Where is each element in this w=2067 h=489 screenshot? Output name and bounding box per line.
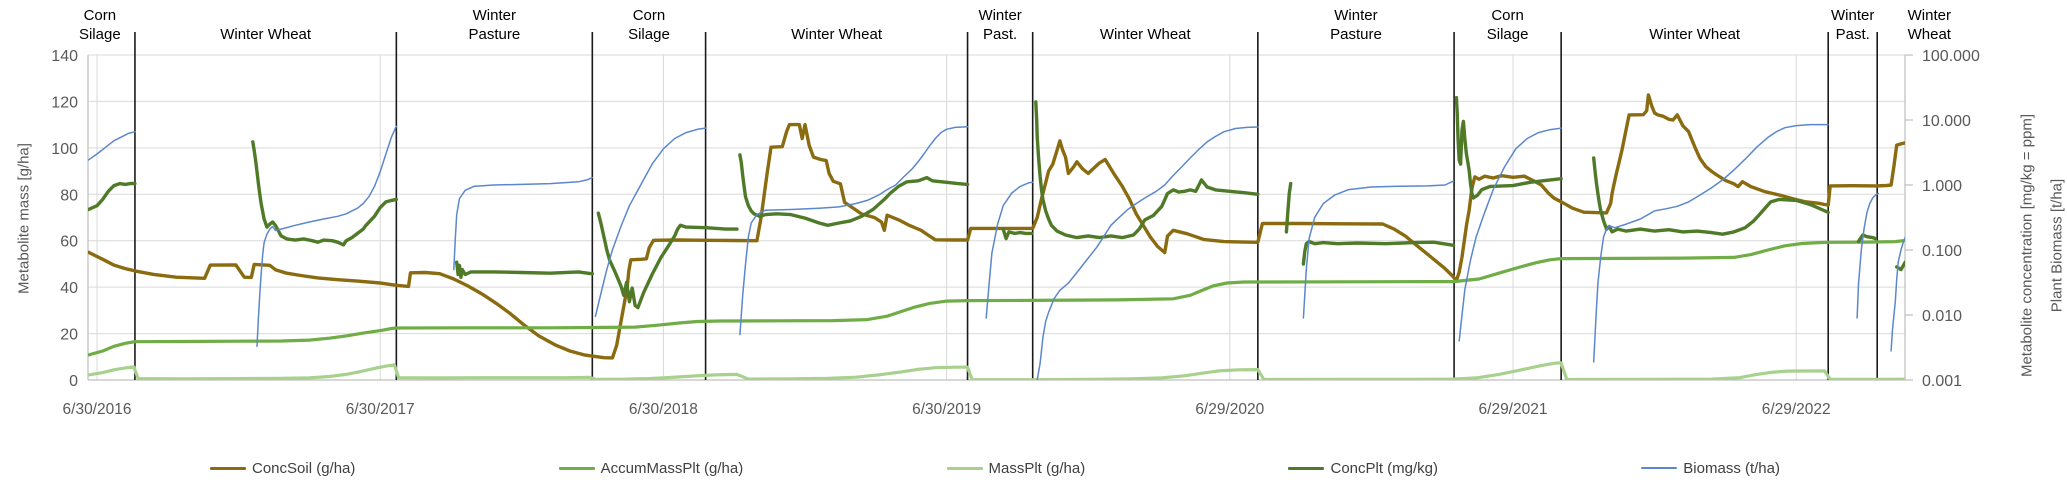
series-line-concplt — [1001, 227, 1034, 241]
series-line-biomass — [739, 125, 969, 336]
x-tick-label: 6/29/2020 — [1195, 401, 1264, 418]
series-line-concplt — [1301, 239, 1456, 266]
legend-item-concplt: ConcPlt (mg/kg) — [1288, 460, 1438, 477]
left-tick-label: 80 — [60, 187, 78, 204]
legend-label: MassPlt (g/ha) — [988, 459, 1086, 477]
series-line-concplt — [251, 140, 398, 247]
series-line-biomass — [985, 181, 1034, 319]
legend-label: ConcSoil (g/ha) — [252, 459, 356, 477]
concplt-line-swatch — [1288, 466, 1325, 470]
left-tick-label: 120 — [51, 94, 78, 111]
series-line-biomass — [1890, 236, 1905, 352]
series-line-accummassplt — [88, 238, 1905, 357]
series-line-massplt — [88, 361, 1905, 380]
series-line-biomass — [453, 176, 594, 271]
right-tick-label: 0.010 — [1922, 308, 1962, 325]
concsoil-line-swatch — [210, 466, 246, 470]
biomass-line-swatch — [1641, 467, 1678, 469]
series-line-biomass — [1458, 127, 1562, 342]
legend-item-accummassplt: AccumMassPlt (g/ha) — [558, 459, 744, 477]
series-line-concplt — [1591, 156, 1830, 236]
left-tick-label: 140 — [51, 48, 78, 65]
legend-label: Biomass (t/ha) — [1683, 459, 1780, 477]
series-line-concplt — [1856, 233, 1878, 244]
legend-label: AccumMassPlt (g/ha) — [600, 459, 744, 477]
series-line-biomass — [1856, 192, 1880, 319]
x-tick-label: 6/29/2021 — [1479, 401, 1548, 418]
series-line-concplt — [738, 153, 970, 228]
series-line-concplt — [596, 211, 739, 310]
series-line-concsoil — [88, 93, 1905, 360]
x-tick-label: 6/30/2018 — [629, 401, 698, 418]
right-tick-label: 0.100 — [1922, 243, 1962, 260]
accummassplt-line-swatch — [558, 466, 595, 470]
series-line-concplt — [1284, 181, 1293, 234]
massplt-line-swatch — [946, 466, 983, 470]
left-tick-label: 100 — [51, 141, 78, 158]
legend-item-massplt: MassPlt (g/ha) — [946, 459, 1086, 477]
right-tick-label: 10.000 — [1922, 113, 1971, 130]
series-line-biomass — [1592, 123, 1829, 363]
series-line-biomass — [594, 127, 707, 318]
x-tick-label: 6/30/2019 — [912, 401, 981, 418]
series-line-concplt — [1034, 100, 1260, 240]
right-tick-label: 0.001 — [1922, 373, 1962, 390]
series-line-biomass — [88, 130, 136, 162]
chart-legend: ConcSoil (g/ha) AccumMassPlt (g/ha) Mass… — [210, 452, 1780, 484]
series-line-concplt — [88, 181, 137, 212]
legend-item-biomass: Biomass (t/ha) — [1641, 460, 1780, 477]
right-tick-label: 100.000 — [1922, 48, 1980, 65]
right-tick-label: 1.000 — [1922, 178, 1962, 195]
left-tick-label: 20 — [60, 327, 78, 344]
x-tick-label: 6/30/2016 — [63, 401, 132, 418]
series-line-concplt — [1454, 95, 1563, 200]
series-line-concplt — [455, 260, 594, 279]
legend-label: ConcPlt (mg/kg) — [1330, 459, 1439, 477]
x-tick-label: 6/29/2022 — [1762, 401, 1831, 418]
series-line-biomass — [1302, 180, 1455, 319]
legend-item-concsoil: ConcSoil (g/ha) — [210, 460, 355, 477]
left-tick-label: 0 — [69, 373, 78, 390]
x-tick-label: 6/30/2017 — [346, 401, 415, 418]
series-line-biomass — [256, 125, 398, 348]
left-tick-label: 60 — [60, 234, 78, 251]
left-tick-label: 40 — [60, 280, 78, 297]
series-layer — [88, 93, 1905, 380]
series-line-biomass — [1036, 126, 1259, 380]
